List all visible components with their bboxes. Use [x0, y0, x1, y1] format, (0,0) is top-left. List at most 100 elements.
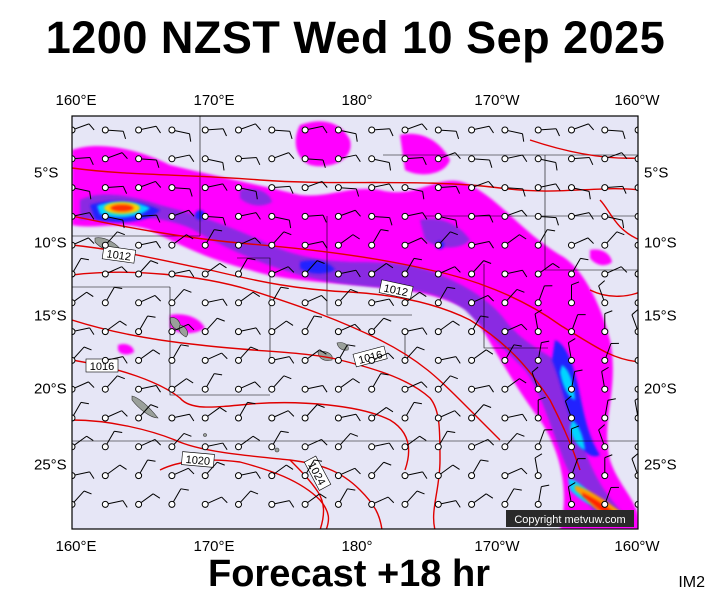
wind-barb-flag: [352, 378, 360, 384]
wind-barb-flag: [620, 266, 628, 273]
wind-station-marker: [568, 184, 575, 192]
wind-station-marker: [334, 500, 342, 508]
wind-barb-flag: [150, 260, 159, 264]
wind-barb-flag: [156, 159, 160, 168]
wind-station-marker: [168, 270, 176, 278]
wind-barb-flag: [321, 295, 328, 302]
wind-station-marker: [72, 212, 76, 220]
wind-barb-flag: [319, 493, 327, 499]
wind-station-marker: [401, 500, 409, 508]
wind-station-marker: [568, 155, 575, 163]
wind-barb-flag: [631, 309, 638, 316]
wind-station-marker: [634, 241, 638, 249]
wind-barb-flag: [455, 131, 460, 140]
wind-barb-flag: [121, 410, 128, 417]
wind-station-marker: [568, 443, 575, 451]
wind-barb-flag: [155, 385, 161, 393]
wind-station-marker: [135, 328, 143, 336]
wind-station-marker: [235, 126, 242, 134]
wind-barb-flag: [485, 493, 494, 499]
lat-label-10s-right: 10°S: [644, 234, 677, 252]
wind-barb-flag: [189, 269, 195, 278]
wind-station-marker: [268, 184, 276, 192]
wind-station-marker: [235, 472, 242, 480]
wind-station-marker: [501, 126, 509, 134]
wind-barb-flag: [88, 123, 95, 131]
wind-station-marker: [201, 212, 209, 220]
wind-barb-flag: [255, 327, 261, 335]
wind-station-marker: [501, 472, 509, 480]
wind-barb-flag: [452, 320, 460, 326]
wind-barb-flag: [189, 154, 195, 163]
wind-station-marker: [268, 155, 276, 163]
wind-station-marker: [72, 500, 76, 508]
wind-barb-flag: [655, 181, 660, 187]
wind-barb-flag: [454, 152, 461, 160]
wind-station-marker: [72, 414, 76, 422]
wind-station-marker: [72, 270, 76, 278]
wind-station-marker: [168, 472, 176, 480]
wind-barb-flag: [321, 439, 328, 446]
lat-label-20s-right: 20°S: [644, 380, 677, 398]
wind-station-marker: [568, 270, 575, 278]
wind-station-marker: [168, 328, 176, 336]
wind-barb-flag: [288, 152, 295, 160]
wind-barb-flag: [122, 356, 128, 364]
wind-station-marker: [568, 472, 575, 480]
wind-station-marker: [235, 414, 242, 422]
wind-station-marker: [235, 500, 242, 508]
wind-barb-flag: [538, 396, 546, 401]
wind-station-marker: [301, 500, 309, 508]
wind-station-marker: [168, 500, 176, 508]
lat-label-10s-left: 10°S: [34, 234, 67, 252]
wind-barb-flag: [621, 220, 625, 229]
wind-barb-staff: [637, 244, 638, 245]
wind-barb-flag: [189, 188, 193, 197]
wind-barb-flag: [316, 404, 325, 408]
wind-station-marker: [501, 270, 509, 278]
wind-station-marker: [434, 385, 442, 393]
wind-barb-flag: [631, 453, 638, 460]
wind-station-marker: [101, 414, 109, 422]
wind-barb-flag: [588, 212, 594, 220]
wind-barb-flag: [604, 454, 613, 459]
wind-barb-flag: [289, 131, 293, 140]
wind-station-marker: [468, 385, 476, 393]
wind-station-marker: [101, 212, 109, 220]
wind-barb-flag: [121, 266, 128, 273]
wind-barb-flag: [222, 298, 228, 307]
wind-barb-flag: [580, 257, 589, 261]
forecast-label: Forecast +18 hr: [208, 553, 490, 595]
wind-barb-flag: [316, 260, 325, 264]
wind-barb-flag: [421, 123, 428, 131]
wind-barb-flag: [616, 231, 625, 236]
wind-station-marker: [401, 472, 409, 480]
wind-barb-flag: [119, 464, 127, 470]
wind-barb-flag: [121, 152, 128, 160]
wind-station-marker: [434, 443, 442, 451]
wind-barb-flag: [604, 310, 613, 315]
wind-barb-flag: [450, 231, 458, 236]
wind-barb-flag: [422, 212, 428, 220]
wind-barb-flag: [122, 500, 128, 508]
wind-barb-flag: [452, 464, 460, 470]
wind-station-marker: [368, 385, 376, 393]
wind-station-marker: [634, 328, 638, 336]
wind-barb-flag: [488, 241, 494, 249]
wind-station-marker: [534, 212, 542, 220]
wind-station-marker: [72, 155, 76, 163]
wind-barb-flag: [541, 484, 550, 488]
wind-barb-flag: [189, 413, 195, 422]
wind-station-marker: [201, 155, 209, 163]
svg-text:1020: 1020: [185, 454, 210, 468]
wind-barb-flag: [255, 212, 261, 220]
wind-barb-flag: [388, 183, 395, 191]
wind-station-marker: [168, 385, 176, 393]
wind-station-marker: [468, 328, 476, 336]
wind-barb-flag: [589, 157, 594, 166]
wind-station-marker: [72, 184, 76, 192]
wind-barb-flag: [219, 407, 227, 413]
wind-station-marker: [368, 155, 376, 163]
wind-station-marker: [135, 270, 143, 278]
wind-barb-flag: [350, 432, 359, 437]
